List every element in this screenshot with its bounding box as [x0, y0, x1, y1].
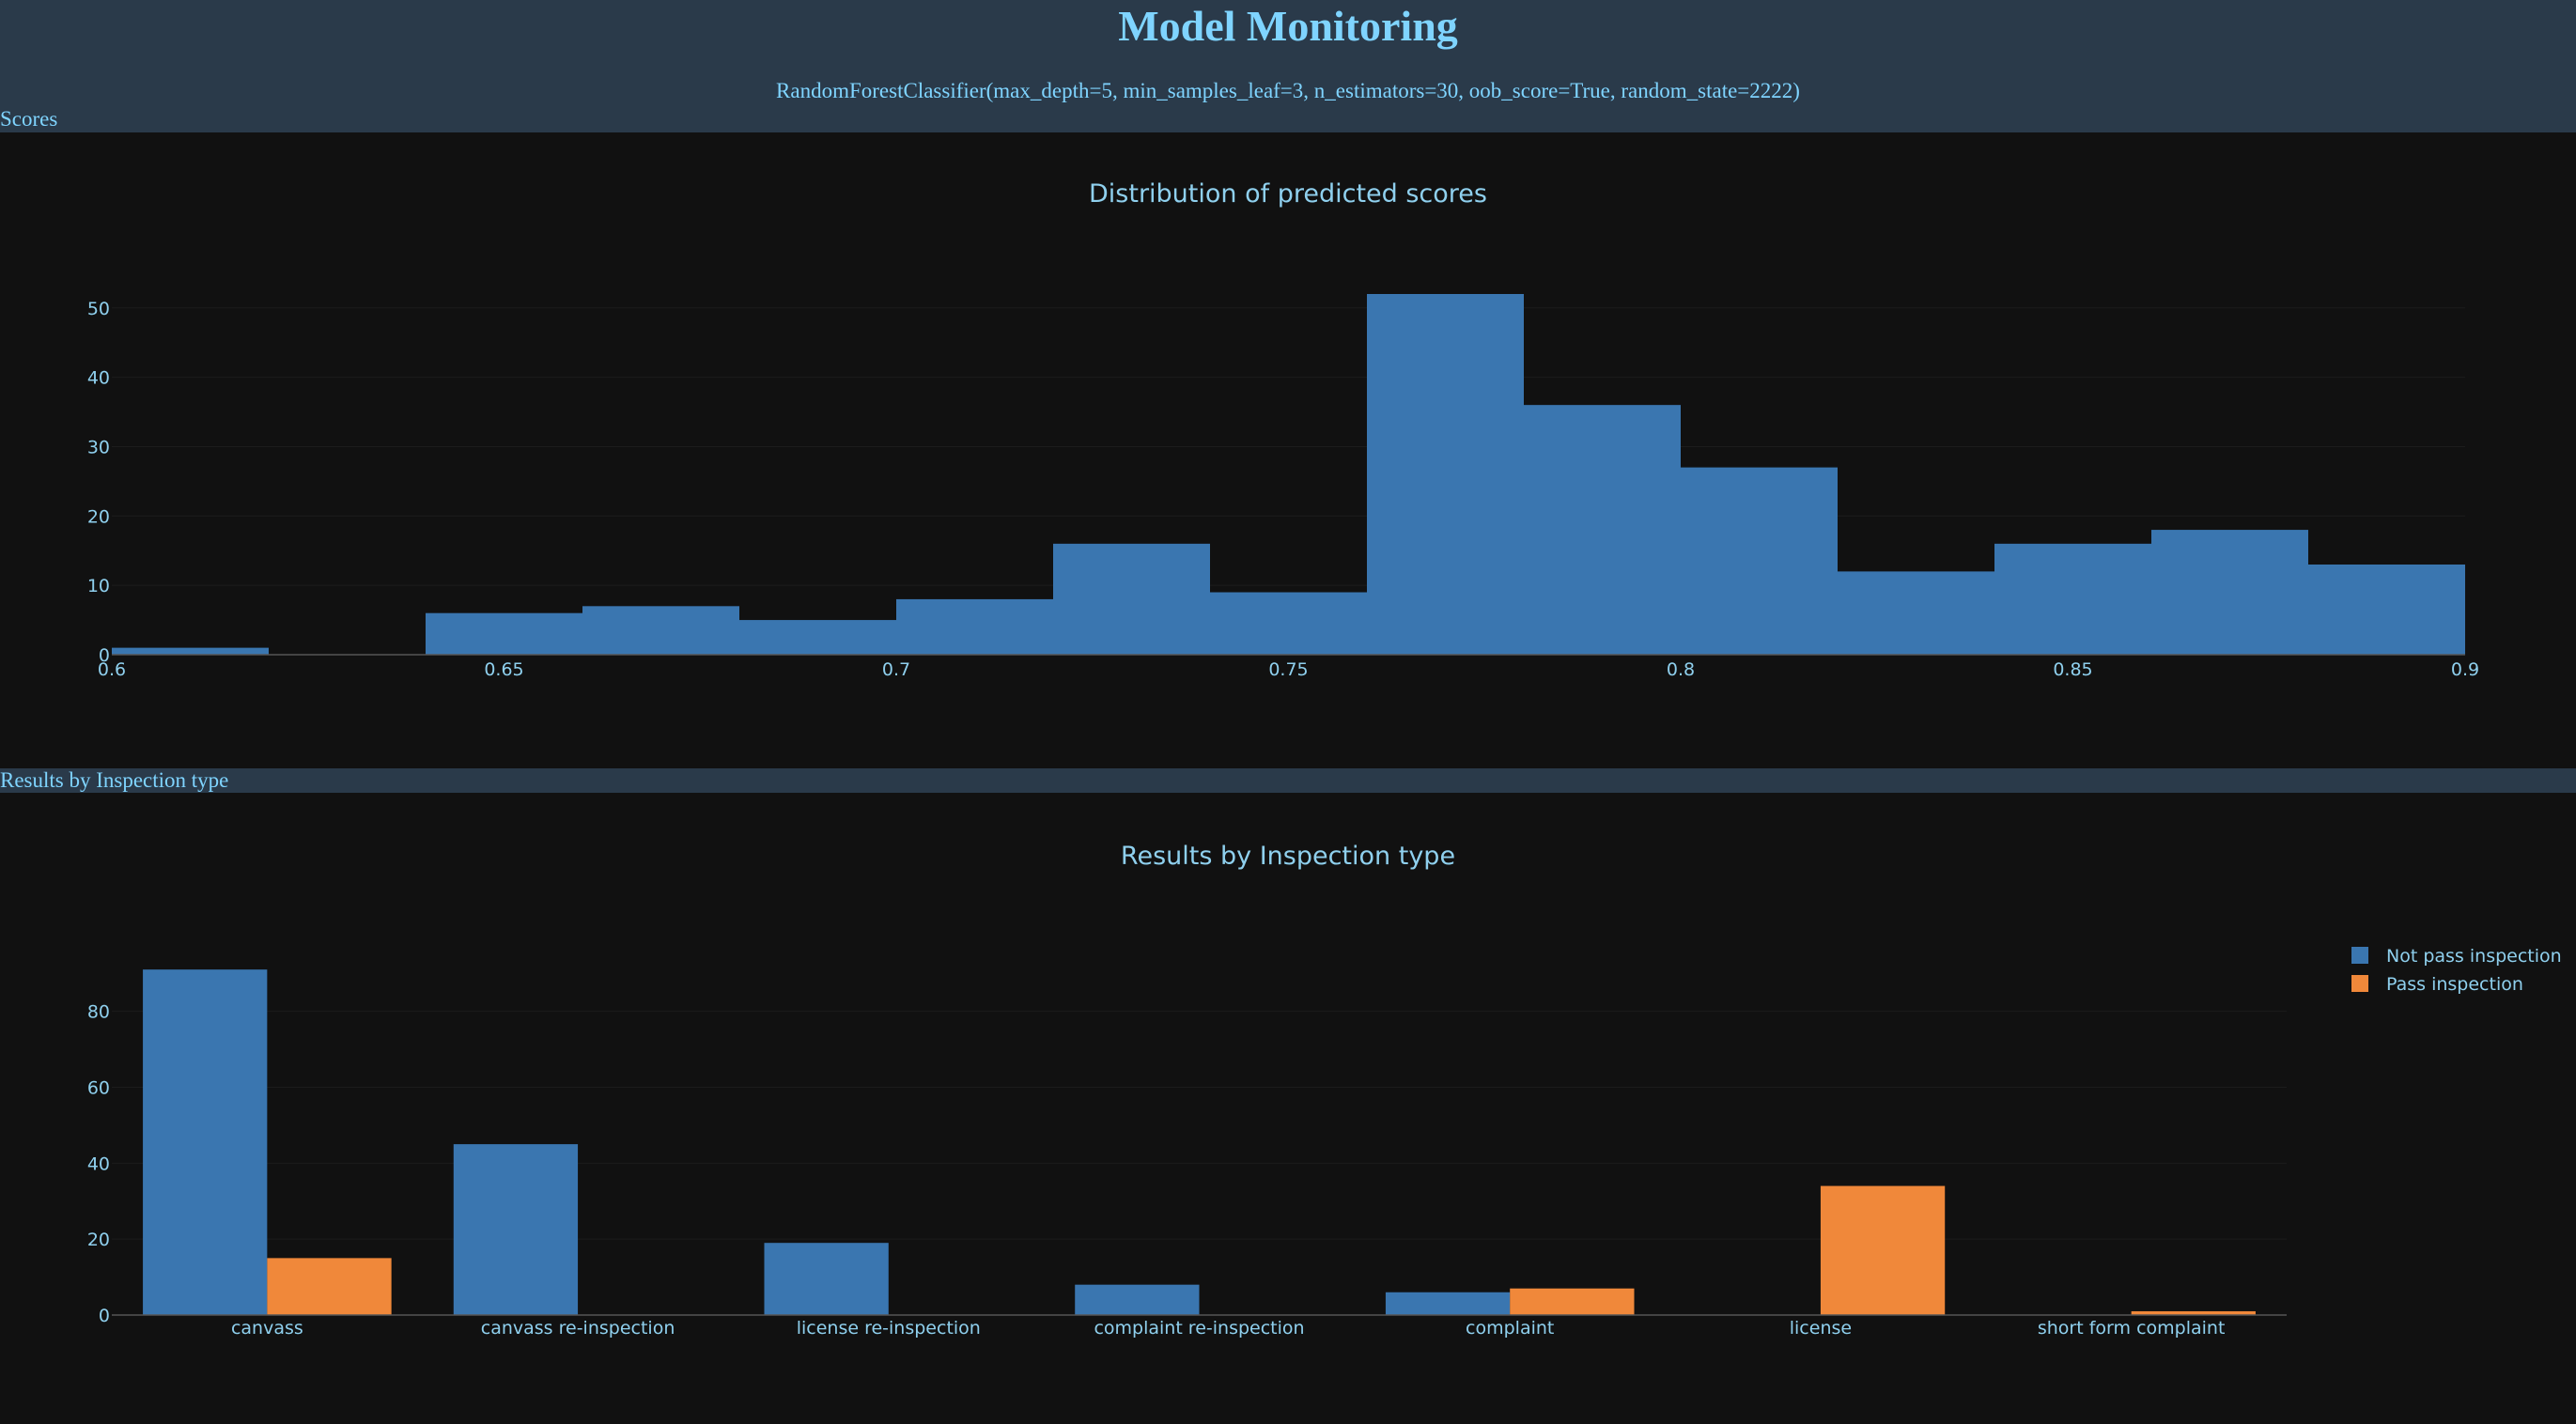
chart-title: Distribution of predicted scores: [1089, 179, 1487, 209]
x-tick-label: 0.85: [2053, 659, 2092, 680]
x-tick-label: 0.8: [1667, 659, 1695, 680]
x-tick-label: license re-inspection: [797, 1318, 981, 1339]
histogram-bar: [1210, 593, 1367, 655]
bar-pass: [267, 1258, 391, 1315]
score-histogram-chart: Distribution of predicted scores01020304…: [0, 132, 2576, 768]
section-bar-results: [0, 768, 2576, 793]
x-tick-label: complaint: [1466, 1318, 1554, 1339]
histogram-bar: [739, 620, 896, 655]
y-tick-label: 40: [87, 368, 110, 389]
bar-pass: [1510, 1289, 1634, 1315]
x-tick-label: canvass: [231, 1318, 303, 1339]
x-tick-label: canvass re-inspection: [481, 1318, 675, 1339]
bar-not-pass: [765, 1243, 889, 1315]
legend: Not pass inspection Pass inspection: [2351, 946, 2562, 995]
section-label-scores: Scores: [0, 107, 57, 132]
header: Model Monitoring RandomForestClassifier(…: [0, 0, 2576, 132]
bar-not-pass: [454, 1144, 578, 1315]
legend-swatch: [2351, 947, 2368, 964]
y-tick-label: 10: [87, 576, 110, 596]
y-tick-label: 40: [87, 1153, 110, 1174]
histogram-bar: [2151, 530, 2308, 655]
x-tick-label: license: [1790, 1318, 1852, 1339]
y-tick-label: 80: [87, 1002, 110, 1023]
legend-swatch: [2351, 975, 2368, 992]
results-by-inspection-chart: Results by Inspection type 0 20 40 60 80 canva…: [0, 793, 2576, 1424]
histogram-bar: [1838, 571, 1994, 655]
page-title: Model Monitoring: [0, 2, 2576, 51]
x-tick-label: 0.75: [1268, 659, 1308, 680]
y-tick-label: 60: [87, 1077, 110, 1098]
legend-label: Not pass inspection: [2386, 946, 2562, 967]
x-tick-label: 0.7: [882, 659, 910, 680]
histogram-bar: [1994, 544, 2151, 655]
histogram-bar: [112, 648, 269, 655]
y-tick-label: 20: [87, 1230, 110, 1250]
bar-not-pass: [1386, 1292, 1510, 1315]
model-description: RandomForestClassifier(max_depth=5, min_…: [0, 79, 2576, 103]
histogram-bar: [1524, 405, 1681, 655]
y-tick-label: 50: [87, 299, 110, 319]
y-tick-label: 30: [87, 437, 110, 457]
section-label-results: Results by Inspection type: [0, 768, 228, 793]
histogram-bar: [1681, 468, 1838, 655]
chart-title: Results by Inspection type: [1121, 842, 1455, 871]
x-tick-label: 0.6: [98, 659, 126, 680]
histogram-bar: [1367, 294, 1524, 655]
y-tick-label: 0: [99, 1306, 110, 1326]
bar-pass: [1821, 1186, 1945, 1315]
histogram-bar: [896, 599, 1053, 655]
x-tick-label: 0.65: [484, 659, 523, 680]
legend-label: Pass inspection: [2386, 974, 2523, 995]
histogram-bar: [2308, 565, 2465, 655]
histogram-bar: [1053, 544, 1210, 655]
bar-not-pass: [1075, 1285, 1199, 1315]
x-tick-label: short form complaint: [2038, 1318, 2226, 1339]
x-tick-label: complaint re-inspection: [1094, 1318, 1304, 1339]
bar-not-pass: [143, 969, 267, 1315]
y-tick-label: 20: [87, 506, 110, 527]
histogram-bar: [426, 613, 582, 655]
x-tick-label: 0.9: [2451, 659, 2479, 680]
histogram-bar: [582, 606, 739, 655]
